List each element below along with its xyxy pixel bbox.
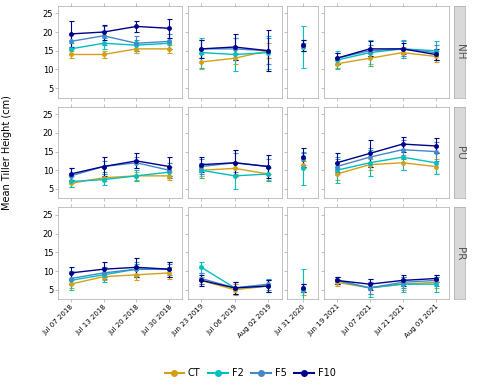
Text: PU: PU (454, 145, 464, 160)
Text: PR: PR (454, 247, 464, 260)
Text: Mean Tiller Height (cm): Mean Tiller Height (cm) (2, 95, 12, 210)
Text: NH: NH (454, 44, 464, 59)
Legend: CT, F2, F5, F10: CT, F2, F5, F10 (160, 364, 340, 382)
